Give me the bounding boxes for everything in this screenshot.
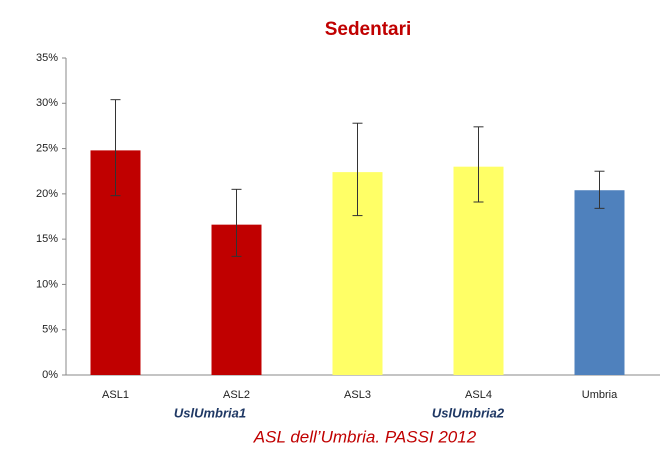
group-label: UslUmbria1 [174,405,246,420]
x-tick-label: Umbria [582,389,618,401]
x-tick-label: ASL3 [344,389,371,401]
x-tick-label: ASL2 [223,389,250,401]
y-tick-label: 35% [36,52,58,64]
x-tick-label: ASL4 [465,389,492,401]
y-tick-label: 5% [42,324,58,336]
footer: ASL dell’Umbria. PASSI 2012 [253,427,477,446]
group-label: UslUmbria2 [432,405,505,420]
y-tick-label: 10% [36,278,58,290]
y-tick-label: 0% [42,369,58,381]
y-tick-label: 25% [36,142,58,154]
y-tick-label: 15% [36,233,58,245]
bar [574,190,625,375]
x-tick-label: ASL1 [102,389,129,401]
y-tick-label: 20% [36,188,58,200]
y-tick-label: 30% [36,97,58,109]
chart-title: Sedentari [325,19,412,40]
